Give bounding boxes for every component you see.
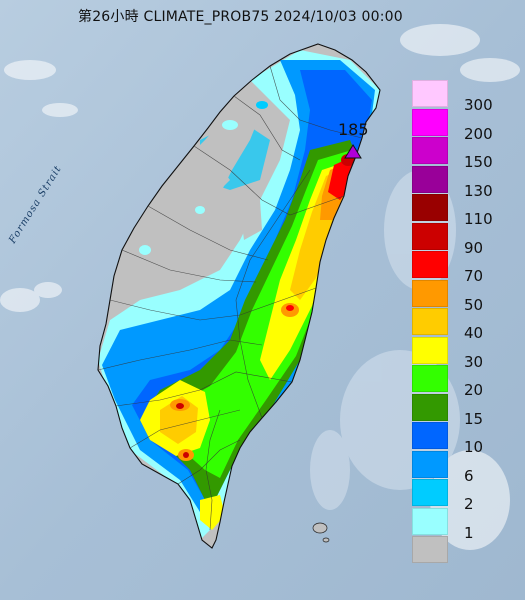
- legend-swatch: [412, 336, 448, 364]
- legend-label: 20: [464, 381, 484, 399]
- legend-swatch: [412, 393, 448, 421]
- legend-label: 2: [464, 495, 474, 513]
- legend-label: 10: [464, 438, 484, 456]
- legend-label: 90: [464, 238, 484, 257]
- legend-swatch: [412, 365, 448, 392]
- legend-swatch: [412, 251, 448, 278]
- small-islet: [322, 537, 330, 543]
- triangle-marker-icon: [344, 144, 362, 159]
- legend-label: 200: [464, 124, 493, 143]
- legend-label: 50: [464, 295, 484, 314]
- legend-swatch: [412, 80, 448, 107]
- legend-swatch: [412, 422, 448, 449]
- peak-value-label: 185: [338, 120, 369, 139]
- legend-swatch: [412, 222, 448, 250]
- legend-swatch: [412, 450, 448, 478]
- legend-swatch: [412, 507, 448, 535]
- lanyu-island: [312, 522, 328, 534]
- legend-swatch: [412, 279, 448, 307]
- legend-swatch: [412, 165, 448, 193]
- legend-label: 40: [464, 324, 484, 342]
- legend-swatch: [412, 108, 448, 136]
- legend-label: 6: [464, 466, 474, 485]
- legend-label: 30: [464, 352, 484, 371]
- legend-label: 150: [464, 153, 493, 171]
- legend-swatch: [412, 137, 448, 164]
- legend-swatch: [412, 308, 448, 335]
- legend-label: 130: [464, 181, 493, 200]
- legend-swatch: [412, 479, 448, 506]
- legend-swatch: [412, 536, 448, 563]
- legend-label: 110: [464, 210, 493, 228]
- legend-swatch: [412, 194, 448, 221]
- legend-label: 15: [464, 409, 484, 428]
- county-boundaries: [97, 65, 363, 531]
- legend-label: 300: [464, 96, 493, 114]
- map-title: 第26小時 CLIMATE_PROB75 2024/10/03 00:00: [78, 9, 403, 25]
- legend-label: 70: [464, 267, 484, 285]
- legend-label: 1: [464, 523, 474, 542]
